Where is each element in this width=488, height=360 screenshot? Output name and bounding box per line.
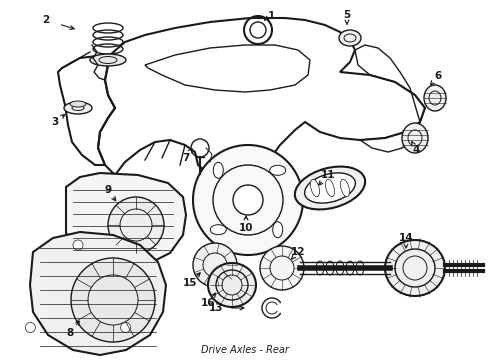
Circle shape	[25, 323, 35, 333]
Text: 9: 9	[104, 185, 111, 195]
Circle shape	[108, 197, 163, 253]
Ellipse shape	[338, 30, 360, 46]
Text: 13: 13	[208, 303, 223, 313]
Text: 7: 7	[182, 153, 189, 163]
Ellipse shape	[269, 165, 285, 175]
Circle shape	[232, 185, 263, 215]
Polygon shape	[30, 232, 165, 355]
Text: 14: 14	[398, 233, 412, 243]
Ellipse shape	[70, 101, 86, 107]
Text: 5: 5	[343, 10, 350, 20]
Text: 11: 11	[320, 170, 335, 180]
Ellipse shape	[207, 263, 256, 307]
Circle shape	[193, 145, 303, 255]
Ellipse shape	[64, 102, 92, 114]
Ellipse shape	[210, 225, 226, 235]
Ellipse shape	[355, 261, 363, 275]
Ellipse shape	[294, 167, 365, 210]
Ellipse shape	[310, 179, 319, 197]
Ellipse shape	[315, 261, 324, 275]
Ellipse shape	[213, 162, 223, 178]
Circle shape	[73, 240, 83, 250]
Ellipse shape	[325, 261, 333, 275]
Text: 8: 8	[66, 328, 74, 338]
Ellipse shape	[346, 261, 353, 275]
Polygon shape	[145, 45, 309, 92]
Circle shape	[260, 246, 304, 290]
Text: 12: 12	[290, 247, 305, 257]
Ellipse shape	[272, 222, 282, 238]
Ellipse shape	[90, 54, 126, 66]
Ellipse shape	[423, 85, 445, 111]
Text: 1: 1	[267, 11, 274, 21]
Circle shape	[121, 323, 130, 333]
Text: 6: 6	[433, 71, 441, 81]
Ellipse shape	[401, 123, 427, 153]
Ellipse shape	[340, 179, 349, 197]
Ellipse shape	[304, 173, 355, 203]
Text: 10: 10	[238, 223, 253, 233]
Polygon shape	[66, 173, 185, 267]
Text: 4: 4	[411, 145, 419, 155]
Text: 2: 2	[42, 15, 49, 25]
Ellipse shape	[335, 261, 343, 275]
Ellipse shape	[384, 240, 444, 296]
Text: 3: 3	[51, 117, 59, 127]
Ellipse shape	[325, 179, 334, 197]
Text: 15: 15	[183, 278, 197, 288]
Circle shape	[193, 243, 237, 287]
Text: 16: 16	[201, 298, 215, 308]
Text: Drive Axles - Rear: Drive Axles - Rear	[200, 345, 288, 355]
Circle shape	[71, 258, 155, 342]
